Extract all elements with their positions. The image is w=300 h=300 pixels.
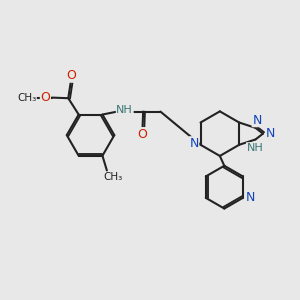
Text: CH₃: CH₃ [17,93,36,103]
Text: N: N [246,191,255,204]
Text: N: N [266,127,275,140]
Text: O: O [40,91,50,104]
Text: NH: NH [247,143,263,153]
Text: O: O [66,69,76,82]
Text: CH₃: CH₃ [104,172,123,182]
Text: N: N [189,137,199,150]
Text: O: O [137,128,147,141]
Text: NH: NH [116,105,133,115]
Text: N: N [252,114,262,127]
